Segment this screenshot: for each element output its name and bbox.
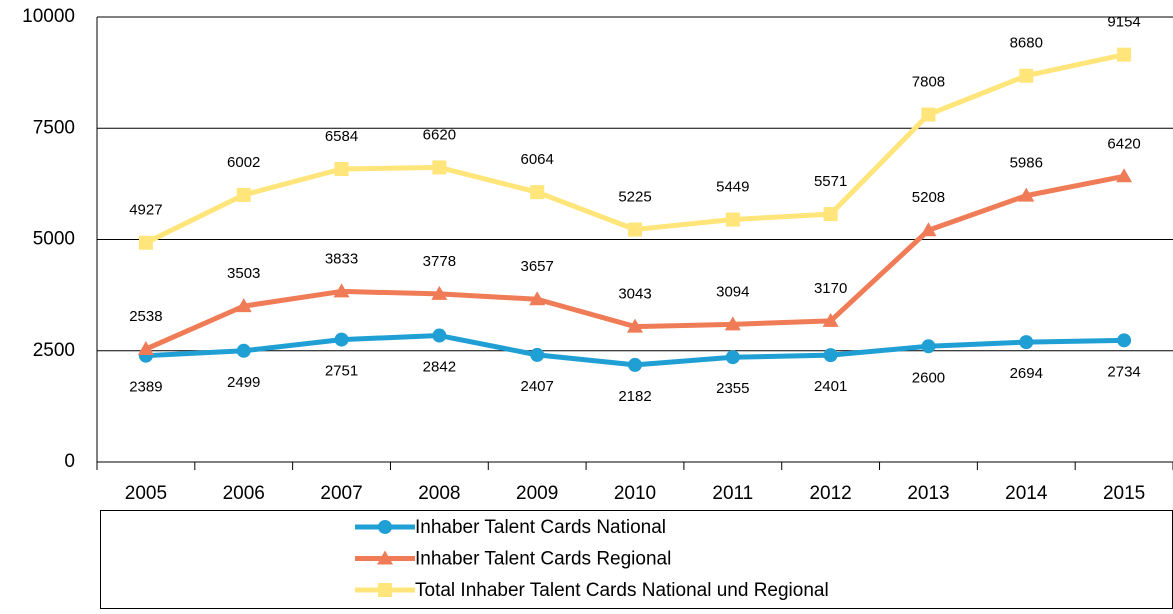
- data-label: 2499: [227, 374, 260, 391]
- data-label: 6002: [227, 154, 260, 171]
- y-tick-label: 7500: [33, 117, 75, 138]
- data-label: 3657: [520, 258, 553, 275]
- marker: [334, 162, 349, 177]
- marker: [1019, 335, 1034, 350]
- marker: [921, 339, 936, 354]
- marker: [627, 318, 643, 333]
- marker: [628, 357, 642, 372]
- data-label: 5449: [716, 178, 749, 195]
- data-label: 6064: [520, 151, 553, 168]
- marker: [823, 207, 838, 222]
- marker: [1019, 68, 1034, 83]
- data-label: 2751: [325, 363, 358, 380]
- x-tick-label: 2015: [1103, 483, 1145, 504]
- marker: [1116, 168, 1133, 183]
- data-label: 3778: [423, 253, 456, 270]
- data-label: 2407: [520, 378, 553, 395]
- marker: [432, 328, 447, 343]
- marker: [378, 520, 392, 534]
- legend-label: Total Inhaber Talent Cards National und …: [415, 580, 829, 601]
- x-tick-label: 2009: [516, 483, 558, 504]
- data-label: 3043: [618, 286, 651, 303]
- data-label: 3094: [716, 283, 749, 300]
- data-label: 5225: [618, 188, 651, 205]
- marker: [724, 316, 741, 331]
- marker: [1018, 187, 1035, 202]
- marker: [530, 347, 545, 362]
- marker: [921, 107, 936, 122]
- data-label: 2842: [423, 358, 456, 375]
- data-label: 2538: [129, 308, 162, 325]
- x-tick-label: 2014: [1005, 483, 1048, 504]
- legend-label: Inhaber Talent Cards National: [415, 517, 666, 538]
- marker: [529, 291, 546, 306]
- marker: [236, 187, 251, 202]
- marker: [823, 348, 838, 363]
- marker: [725, 212, 740, 227]
- data-label: 2355: [716, 380, 749, 397]
- marker: [137, 341, 154, 356]
- data-label: 5571: [814, 173, 847, 190]
- x-tick-label: 2006: [223, 483, 265, 504]
- data-label: 2600: [912, 369, 945, 386]
- data-label: 3170: [814, 280, 847, 297]
- marker: [530, 185, 545, 200]
- data-label: 2389: [129, 379, 162, 396]
- marker: [725, 350, 740, 365]
- x-tick-label: 2005: [125, 483, 167, 504]
- marker: [432, 160, 447, 175]
- x-tick-label: 2008: [418, 483, 460, 504]
- marker: [235, 298, 252, 313]
- y-tick-label: 5000: [33, 229, 75, 250]
- y-tick-label: 2500: [33, 340, 75, 361]
- marker: [377, 550, 393, 565]
- data-label: 5986: [1010, 155, 1043, 172]
- x-tick-label: 2007: [320, 483, 362, 504]
- y-tick-label: 10000: [22, 6, 75, 27]
- data-label: 2401: [814, 378, 847, 395]
- marker: [378, 583, 392, 597]
- marker: [333, 283, 350, 298]
- x-tick-label: 2011: [712, 483, 753, 504]
- data-label: 5208: [912, 189, 945, 206]
- x-tick-label: 2012: [809, 483, 851, 504]
- marker: [334, 332, 349, 347]
- data-label: 8680: [1010, 35, 1043, 52]
- x-tick-label: 2013: [907, 483, 949, 504]
- marker: [1117, 47, 1132, 62]
- data-label: 6420: [1107, 135, 1140, 152]
- data-label: 4927: [129, 202, 162, 219]
- data-label: 3833: [325, 250, 358, 267]
- data-label: 6584: [325, 128, 358, 145]
- marker: [138, 235, 153, 250]
- data-label: 2694: [1010, 365, 1043, 382]
- marker: [236, 343, 251, 358]
- data-label: 7808: [912, 74, 945, 91]
- legend-label: Inhaber Talent Cards Regional: [415, 549, 671, 570]
- data-label: 3503: [227, 265, 260, 282]
- marker: [822, 312, 839, 327]
- marker: [1117, 333, 1132, 348]
- x-tick-label: 2010: [614, 483, 656, 504]
- data-label: 9154: [1107, 14, 1140, 31]
- legend-box: [100, 510, 1173, 609]
- data-label: 2734: [1107, 363, 1140, 380]
- data-label: 6620: [423, 126, 456, 143]
- data-label: 2182: [618, 388, 651, 405]
- y-tick-label: 0: [64, 451, 75, 472]
- marker: [628, 222, 642, 237]
- marker: [920, 222, 937, 237]
- marker: [431, 285, 448, 300]
